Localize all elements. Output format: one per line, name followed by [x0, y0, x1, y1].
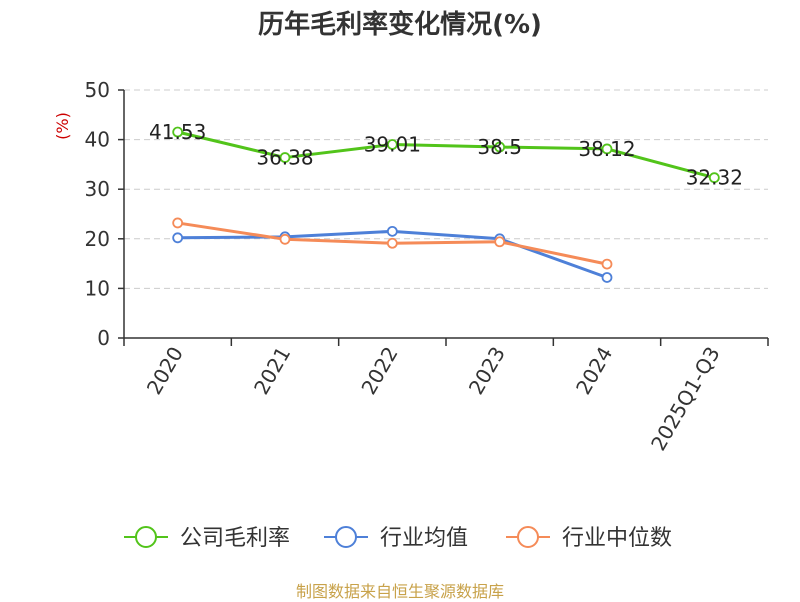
- data-label: 32.32: [686, 166, 743, 190]
- data-label: 38.5: [477, 135, 522, 159]
- chart-title: 历年毛利率变化情况(%): [258, 10, 542, 40]
- data-point: [708, 172, 720, 184]
- data-point: [172, 232, 184, 244]
- x-tick-label: 2020: [142, 343, 188, 399]
- x-tick-label: 2022: [356, 343, 402, 399]
- legend-marker: [517, 526, 539, 548]
- legend-label: 行业中位数: [562, 526, 672, 551]
- x-tick-label: 2025Q1-Q3: [646, 343, 725, 455]
- source-footer: 制图数据来自恒生聚源数据库: [295, 582, 504, 601]
- data-point: [494, 141, 506, 153]
- data-point: [386, 225, 398, 237]
- data-point: [279, 233, 291, 245]
- y-tick-label: 40: [85, 128, 110, 152]
- series-line: [177, 130, 715, 180]
- data-point: [386, 237, 398, 249]
- data-point: [601, 258, 613, 270]
- y-tick-label: 30: [85, 177, 110, 201]
- data-point: [494, 236, 506, 248]
- data-label: 41.53: [149, 120, 206, 144]
- x-tick-label: 2021: [249, 343, 295, 399]
- y-tick-label: 0: [97, 326, 110, 350]
- legend-marker: [135, 526, 157, 548]
- data-point: [172, 217, 184, 229]
- data-point: [601, 272, 613, 283]
- x-tick-label: 2023: [464, 342, 510, 398]
- data-label: 39.01: [364, 133, 421, 157]
- data-label: 38.12: [578, 137, 635, 161]
- data-label: 36.38: [256, 146, 313, 170]
- y-tick-label: 50: [85, 78, 110, 102]
- x-tick-label: 2024: [571, 343, 617, 399]
- y-axis-label: (%): [53, 112, 72, 140]
- data-point: [601, 143, 613, 155]
- legend-label: 公司毛利率: [180, 526, 290, 551]
- legend-marker: [335, 526, 357, 548]
- y-tick-label: 10: [85, 276, 110, 300]
- y-tick-label: 20: [85, 227, 110, 251]
- legend-label: 行业均值: [380, 526, 468, 551]
- data-point: [279, 152, 291, 163]
- data-point: [386, 139, 398, 150]
- data-point: [172, 126, 184, 138]
